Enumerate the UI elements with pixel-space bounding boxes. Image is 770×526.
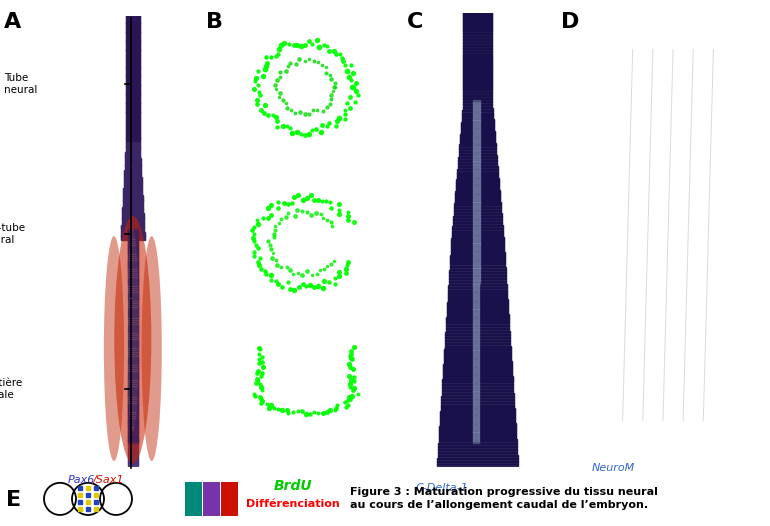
Bar: [185, 482, 202, 516]
Text: au cours de l’allongement caudal de l’embryon.: au cours de l’allongement caudal de l’em…: [350, 500, 648, 510]
Text: B: B: [206, 12, 223, 32]
Text: Différenciation: Différenciation: [246, 499, 340, 509]
Text: Gouttière
neurale: Gouttière neurale: [0, 378, 23, 400]
Text: D: D: [561, 12, 579, 32]
Ellipse shape: [114, 216, 152, 463]
Text: Pré-tube
neural: Pré-tube neural: [0, 223, 25, 245]
Text: Tube
neural: Tube neural: [4, 73, 37, 95]
Bar: [203, 482, 220, 516]
Ellipse shape: [127, 229, 139, 432]
Text: A: A: [4, 12, 21, 32]
Text: E: E: [6, 490, 22, 510]
Text: NeuroM: NeuroM: [591, 463, 634, 473]
Text: Pax6: Pax6: [68, 475, 95, 485]
Text: /Sax1: /Sax1: [92, 475, 124, 485]
Ellipse shape: [104, 236, 124, 461]
Text: Figure 3 : Maturation progressive du tissu neural: Figure 3 : Maturation progressive du tis…: [350, 487, 658, 497]
Bar: [221, 482, 238, 516]
Text: C-Delta-1: C-Delta-1: [416, 483, 469, 493]
Text: BrdU: BrdU: [273, 479, 312, 493]
Ellipse shape: [142, 236, 162, 461]
Text: C: C: [407, 12, 423, 32]
